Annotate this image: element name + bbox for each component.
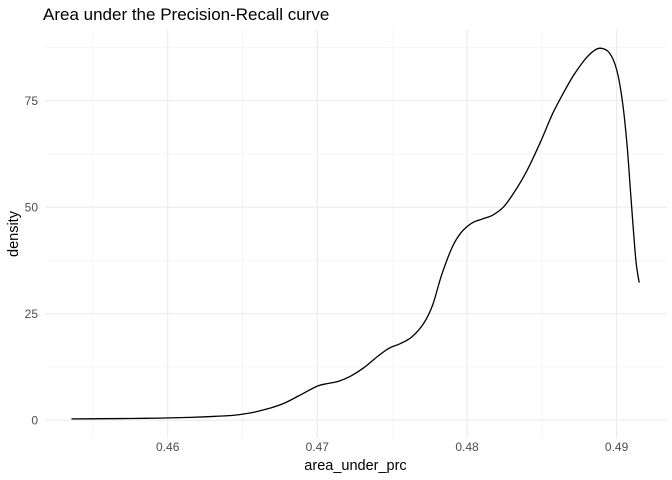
y-tick-label: 50 <box>25 200 39 214</box>
x-axis-tick-labels-group: 0.46 0.47 0.48 0.49 <box>156 440 629 454</box>
y-axis-title: density <box>6 211 22 257</box>
x-axis-title: area_under_prc <box>304 458 407 474</box>
y-tick-label: 0 <box>31 413 38 427</box>
density-curve-group <box>71 47 640 420</box>
gridlines-minor-group <box>45 29 666 439</box>
gridlines-major-group <box>45 29 666 439</box>
x-tick-label: 0.46 <box>156 440 180 454</box>
x-tick-label: 0.47 <box>306 440 330 454</box>
x-tick-label: 0.48 <box>455 440 479 454</box>
x-tick-label: 0.49 <box>605 440 629 454</box>
density-curve <box>71 47 640 420</box>
y-tick-label: 25 <box>25 307 39 321</box>
plot-title: Area under the Precision-Recall curve <box>43 5 330 24</box>
y-axis-tick-labels-group: 0 25 50 75 <box>25 94 39 428</box>
y-tick-label: 75 <box>25 94 39 108</box>
